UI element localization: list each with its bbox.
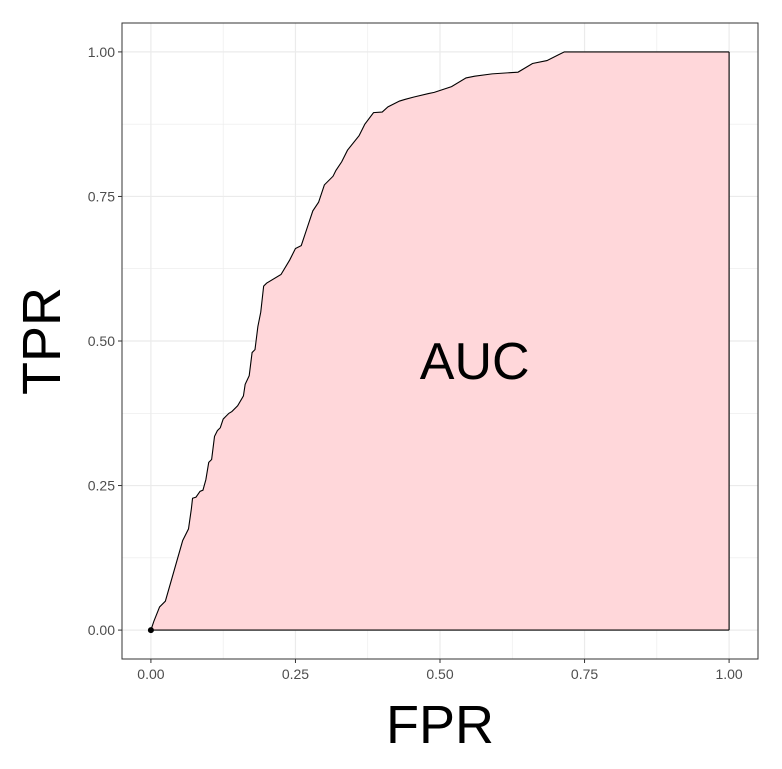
y-tick-label-4: 1.00 [88,44,115,60]
y-axis-ticks: 0.00 0.25 0.50 0.75 1.00 [88,44,122,638]
x-tick-label-3: 0.75 [571,666,598,682]
x-axis-title: FPR [386,695,494,755]
auc-annotation: AUC [420,333,530,391]
x-tick-label-1: 0.25 [282,666,309,682]
x-tick-label-2: 0.50 [426,666,453,682]
x-tick-label-4: 1.00 [715,666,742,682]
x-axis-ticks: 0.00 0.25 0.50 0.75 1.00 [137,659,743,682]
y-tick-label-0: 0.00 [88,622,115,638]
y-axis-title: TPR [12,287,72,395]
auc-area [150,51,730,631]
y-tick-label-3: 0.75 [88,188,115,204]
y-tick-label-1: 0.25 [88,478,115,494]
y-tick-label-2: 0.50 [88,333,115,349]
x-tick-label-0: 0.00 [137,666,164,682]
origin-point [147,627,154,634]
roc-curve [150,51,730,631]
